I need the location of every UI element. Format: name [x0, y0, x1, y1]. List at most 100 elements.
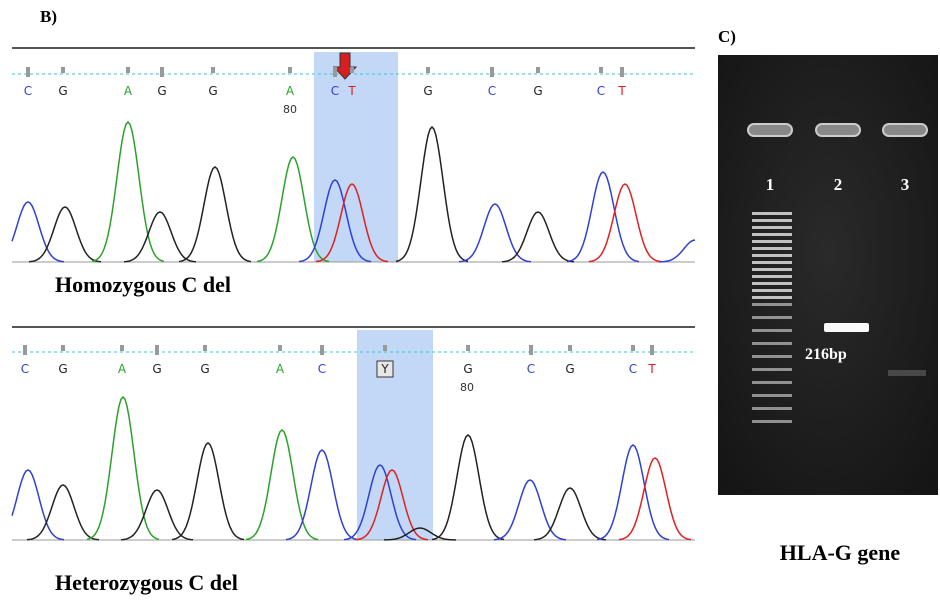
trace-peak — [566, 171, 640, 263]
ladder-band — [752, 342, 792, 345]
ladder-band — [752, 268, 792, 271]
base-call: G — [533, 84, 542, 98]
trace-peak — [501, 211, 575, 263]
ladder-band — [752, 394, 792, 397]
tick-marker — [26, 67, 30, 77]
tick-marker — [23, 345, 27, 355]
trace-peak — [91, 120, 165, 263]
gel-image — [718, 55, 938, 495]
tick-marker — [61, 345, 65, 351]
trace-peak — [343, 464, 417, 541]
base-call: G — [152, 362, 161, 376]
position-label: 80 — [283, 103, 297, 116]
base-call: G — [463, 362, 472, 376]
ladder-band — [752, 275, 792, 278]
base-call: G — [58, 362, 67, 376]
tick-marker — [650, 345, 654, 355]
trace-peak — [120, 489, 194, 541]
trace-peak — [86, 395, 160, 541]
trace-peak — [618, 457, 692, 541]
ladder-band — [752, 226, 792, 229]
base-call: C — [24, 84, 32, 98]
ladder-band — [752, 296, 792, 299]
base-call: G — [157, 84, 166, 98]
tick-marker — [536, 67, 540, 73]
base-call: C — [629, 362, 637, 376]
ladder-band — [752, 254, 792, 257]
lane-label: 3 — [901, 175, 910, 194]
ladder-band — [752, 282, 792, 285]
base-call: G — [423, 84, 432, 98]
trace-peak — [395, 125, 469, 263]
base-call: T — [647, 362, 656, 376]
tick-marker — [278, 345, 282, 351]
base-call: G — [58, 84, 67, 98]
trace-peak — [171, 442, 245, 541]
base-call: G — [208, 84, 217, 98]
base-call: G — [200, 362, 209, 376]
base-call: C — [331, 84, 339, 98]
tick-marker — [490, 67, 494, 77]
ladder-band — [752, 233, 792, 236]
ladder-band — [752, 289, 792, 292]
trace-peak — [298, 179, 372, 263]
tick-marker — [126, 67, 130, 73]
ladder-band — [752, 368, 792, 371]
tick-marker — [211, 67, 215, 73]
base-call: C — [21, 362, 29, 376]
base-call: T — [347, 84, 356, 98]
ladder-band — [752, 381, 792, 384]
tick-marker — [155, 345, 159, 355]
base-call: A — [124, 84, 133, 98]
ladder-band — [752, 420, 792, 423]
trace-peak — [285, 449, 359, 541]
tick-marker — [529, 345, 533, 355]
trace-peak — [11, 201, 65, 263]
ladder-band — [752, 329, 792, 332]
trace-peak — [588, 183, 662, 263]
tick-marker — [426, 67, 430, 73]
base-call: T — [617, 84, 626, 98]
tick-marker — [203, 345, 207, 351]
tick-marker — [383, 345, 387, 351]
trace-peak — [123, 211, 197, 263]
ladder-band — [752, 219, 792, 222]
well — [815, 123, 861, 137]
trace-peak — [384, 527, 456, 541]
trace-peak — [355, 469, 429, 541]
panel-label: C) — [718, 27, 736, 46]
trace-peak — [11, 469, 65, 541]
trace-peak — [26, 484, 100, 541]
ladder-band — [752, 407, 792, 410]
base-call: G — [565, 362, 574, 376]
ambiguity-box — [376, 360, 394, 378]
base-call: C — [597, 84, 605, 98]
ladder-band — [752, 212, 792, 215]
tick-marker — [120, 345, 124, 351]
trace-peak — [458, 203, 532, 263]
ladder-band — [752, 303, 792, 306]
tick-marker — [288, 67, 292, 73]
trace-peak — [256, 156, 330, 263]
position-label: 80 — [460, 381, 474, 394]
trace-peak — [315, 183, 389, 263]
ladder-band — [752, 240, 792, 243]
base-call: C — [527, 362, 535, 376]
base-call: A — [286, 84, 295, 98]
trace-peak — [596, 444, 670, 541]
caption: HLA-G gene — [780, 540, 901, 565]
tick-marker — [599, 67, 603, 73]
trace-peak — [431, 434, 505, 541]
base-call: Y — [380, 362, 389, 376]
tick-marker — [631, 345, 635, 351]
base-call: A — [118, 362, 127, 376]
ladder-band — [752, 247, 792, 250]
trace-peak — [493, 479, 567, 541]
tick-marker — [61, 67, 65, 73]
lane-label: 2 — [834, 175, 843, 194]
ladder-band — [752, 355, 792, 358]
base-call: C — [318, 362, 326, 376]
band-label: 216bp — [805, 346, 847, 363]
highlight — [314, 52, 398, 262]
